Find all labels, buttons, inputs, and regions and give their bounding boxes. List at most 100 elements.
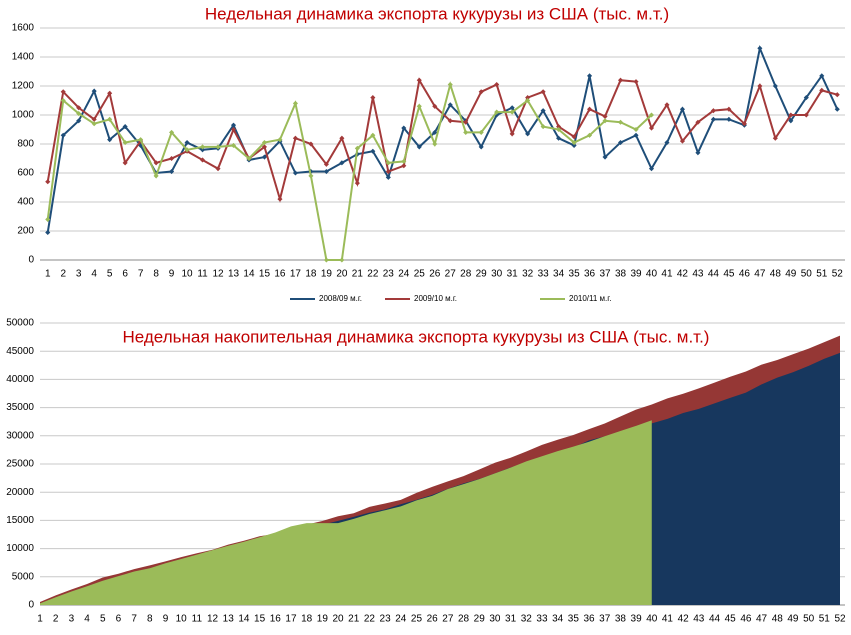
x-tick-label: 13 [223, 614, 235, 625]
point-marker [230, 142, 237, 148]
point-marker [323, 169, 329, 175]
point-marker [122, 140, 128, 146]
x-tick-label: 25 [414, 269, 426, 280]
point-marker [339, 160, 345, 166]
x-tick-label: 9 [163, 614, 169, 625]
point-marker [246, 155, 252, 162]
point-marker [339, 257, 345, 263]
y-tick-label: 20000 [6, 487, 34, 498]
x-tick-label: 28 [460, 269, 472, 280]
x-tick-label: 34 [552, 614, 564, 625]
x-tick-label: 22 [364, 614, 376, 625]
series-line [46, 44, 839, 233]
point-marker [323, 161, 329, 167]
x-tick-label: 45 [723, 269, 735, 280]
x-tick-label: 4 [91, 269, 97, 280]
x-tick-label: 44 [708, 269, 720, 280]
x-tick-label: 8 [153, 269, 159, 280]
point-marker [478, 144, 484, 150]
point-marker [45, 179, 51, 185]
x-tick-label: 4 [84, 614, 90, 625]
x-tick-label: 21 [352, 269, 364, 280]
x-tick-label: 20 [336, 269, 348, 280]
point-marker [60, 97, 66, 104]
x-tick-label: 26 [429, 269, 441, 280]
x-tick-label: 3 [76, 269, 82, 280]
point-marker [617, 140, 624, 146]
x-tick-label: 5 [100, 614, 106, 625]
point-marker [587, 73, 593, 79]
x-tick-label: 39 [630, 269, 642, 280]
y-tick-label: 50000 [6, 318, 34, 329]
legend-label: 2009/10 м.г. [414, 294, 457, 303]
x-tick-label: 52 [832, 269, 844, 280]
x-tick-label: 50 [801, 269, 813, 280]
x-tick-label: 40 [646, 269, 658, 280]
x-tick-label: 6 [122, 269, 128, 280]
x-tick-label: 10 [176, 614, 188, 625]
x-tick-label: 20 [332, 614, 344, 625]
x-tick-label: 32 [522, 269, 534, 280]
x-tick-label: 51 [816, 269, 828, 280]
point-marker [834, 92, 840, 98]
x-tick-label: 36 [584, 269, 596, 280]
point-marker [230, 126, 237, 133]
point-marker [107, 116, 113, 122]
x-tick-label: 19 [321, 269, 333, 280]
x-tick-label: 46 [740, 614, 752, 625]
x-tick-label: 19 [317, 614, 329, 625]
x-tick-label: 24 [398, 269, 410, 280]
x-tick-label: 2 [60, 269, 66, 280]
point-marker [60, 89, 66, 95]
x-tick-label: 9 [169, 269, 175, 280]
x-tick-label: 27 [445, 269, 457, 280]
point-marker [153, 173, 159, 179]
x-tick-label: 16 [274, 269, 286, 280]
y-tick-label: 40000 [6, 374, 34, 385]
x-tick-label: 7 [138, 269, 144, 280]
point-marker [60, 132, 66, 138]
y-tick-label: 0 [28, 255, 34, 266]
y-tick-label: 15000 [6, 515, 34, 526]
legend-label: 2010/11 м.г. [569, 294, 611, 303]
point-marker [432, 141, 438, 147]
x-tick-label: 49 [785, 269, 797, 280]
point-marker [401, 125, 407, 131]
x-tick-label: 31 [505, 614, 517, 625]
x-tick-label: 18 [305, 269, 317, 280]
x-tick-label: 6 [116, 614, 122, 625]
x-tick-label: 48 [772, 614, 784, 625]
x-tick-label: 25 [411, 614, 423, 625]
x-tick-label: 34 [553, 269, 565, 280]
x-tick-label: 43 [692, 269, 704, 280]
x-tick-label: 50 [803, 614, 815, 625]
x-tick-label: 29 [474, 614, 486, 625]
x-tick-label: 15 [259, 269, 271, 280]
point-marker [169, 169, 175, 175]
point-marker [122, 160, 128, 166]
x-tick-label: 17 [290, 269, 302, 280]
point-marker [169, 155, 175, 162]
point-marker [401, 163, 407, 169]
x-tick-label: 51 [819, 614, 831, 625]
x-tick-label: 21 [348, 614, 360, 625]
point-marker [153, 160, 159, 166]
x-tick-label: 26 [427, 614, 439, 625]
x-tick-label: 24 [395, 614, 407, 625]
x-tick-label: 10 [182, 269, 194, 280]
series-line [46, 80, 653, 261]
x-tick-label: 42 [678, 614, 690, 625]
x-tick-label: 52 [834, 614, 846, 625]
series-line [46, 77, 838, 203]
x-tick-label: 1 [45, 269, 51, 280]
point-marker [308, 173, 314, 179]
x-tick-label: 36 [583, 614, 595, 625]
x-tick-label: 48 [770, 269, 782, 280]
y-tick-label: 30000 [6, 430, 34, 441]
series-area [40, 420, 652, 605]
x-tick-label: 15 [254, 614, 266, 625]
x-tick-label: 5 [107, 269, 113, 280]
x-tick-label: 44 [709, 614, 721, 625]
y-tick-label: 1000 [12, 110, 35, 121]
